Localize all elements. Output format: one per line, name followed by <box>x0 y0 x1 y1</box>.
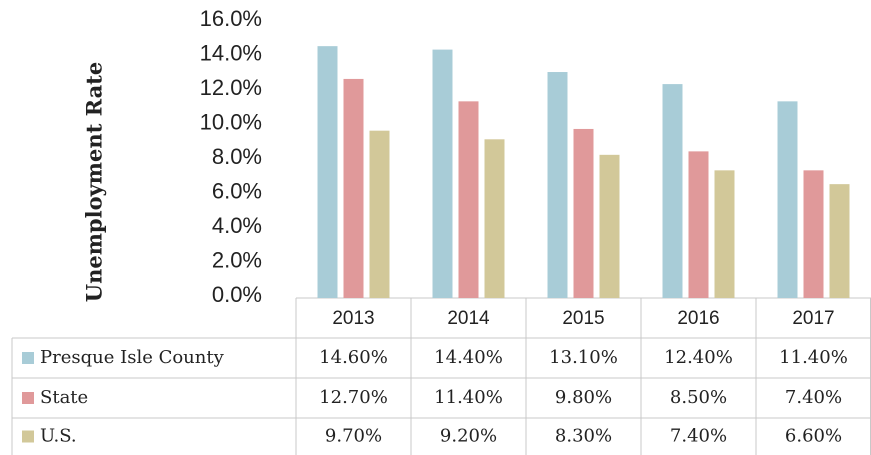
legend-label: Presque Isle County <box>40 347 225 368</box>
bar <box>484 139 505 298</box>
y-tick-label: 12.0% <box>200 75 262 100</box>
legend-swatch <box>22 430 34 443</box>
table-cell: 13.10% <box>549 347 618 368</box>
bar <box>829 184 850 298</box>
y-tick-label: 2.0% <box>212 247 262 272</box>
bar <box>458 101 479 298</box>
bar <box>369 130 390 298</box>
y-tick-label: 8.0% <box>212 144 262 169</box>
table-cell: 14.60% <box>319 347 388 368</box>
y-tick-label: 10.0% <box>200 109 262 134</box>
table-cell: 14.40% <box>434 347 503 368</box>
table-cell: 7.40% <box>785 387 842 408</box>
legend-swatch <box>22 352 34 364</box>
table-cell: 6.60% <box>785 426 842 447</box>
table-cell: 11.40% <box>779 347 848 368</box>
table-cell: 8.50% <box>670 387 727 408</box>
bar <box>547 72 568 299</box>
y-tick-label: 6.0% <box>212 178 262 203</box>
legend-label: State <box>40 387 88 408</box>
table-cell: 9.20% <box>440 426 497 447</box>
bar <box>688 151 709 298</box>
x-tick-label: 2016 <box>677 308 719 329</box>
y-tick-label: 14.0% <box>200 40 262 65</box>
bar <box>573 128 594 298</box>
table-cell: 11.40% <box>434 387 503 408</box>
x-tick-label: 2014 <box>447 308 490 329</box>
bar <box>343 78 364 298</box>
legend-label: U.S. <box>40 426 77 447</box>
bar <box>777 101 798 298</box>
x-tick-label: 2017 <box>792 308 834 329</box>
x-tick-label: 2013 <box>332 308 374 329</box>
table-cell: 9.70% <box>325 426 382 447</box>
table-cell: 12.40% <box>664 347 733 368</box>
bar <box>432 49 453 298</box>
bar <box>599 154 620 298</box>
table-cell: 9.80% <box>555 387 612 408</box>
legend-swatch <box>22 392 34 404</box>
bar <box>317 46 338 299</box>
bar <box>803 170 824 298</box>
y-tick-label: 0.0% <box>212 282 262 307</box>
table-cell: 8.30% <box>555 426 612 447</box>
table-cell: 7.40% <box>670 426 727 447</box>
bar <box>714 170 735 298</box>
x-tick-label: 2015 <box>562 308 604 329</box>
y-tick-label: 16.0% <box>200 6 262 31</box>
y-tick-label: 4.0% <box>212 213 262 238</box>
bar <box>662 84 683 298</box>
table-cell: 12.70% <box>319 387 388 408</box>
y-axis-title: Unemployment Rate <box>82 62 107 303</box>
